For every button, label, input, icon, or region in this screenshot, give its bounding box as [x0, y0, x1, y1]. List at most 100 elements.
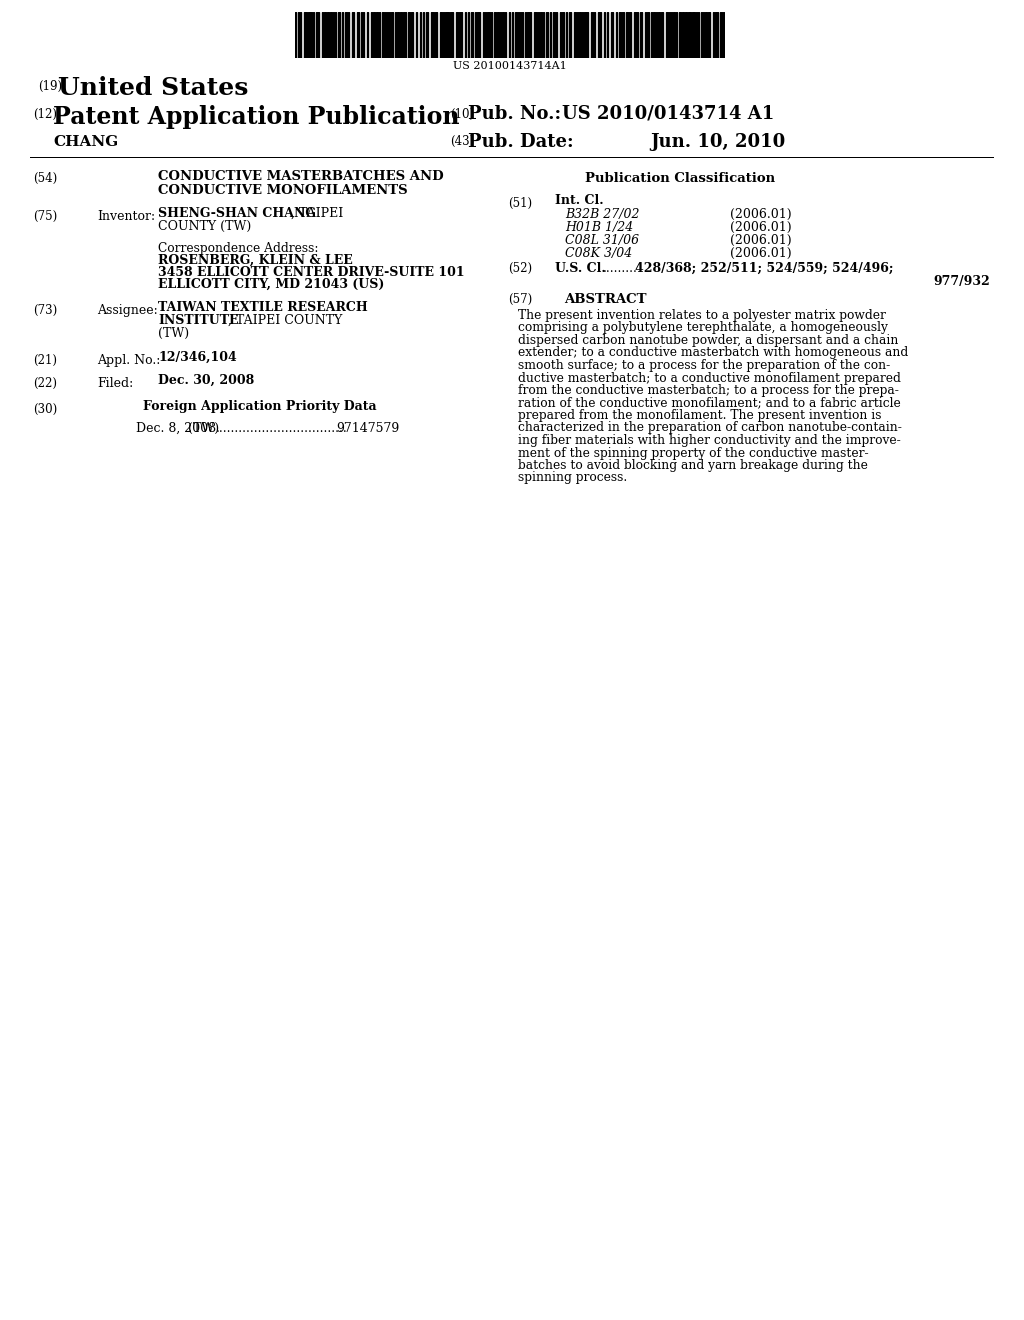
Bar	[618, 12, 621, 58]
Bar	[456, 12, 458, 58]
Bar	[440, 12, 442, 58]
Text: C08L 31/06: C08L 31/06	[565, 234, 639, 247]
Text: ing fiber materials with higher conductivity and the improve-: ing fiber materials with higher conducti…	[518, 434, 901, 447]
Text: prepared from the monofilament. The present invention is: prepared from the monofilament. The pres…	[518, 409, 882, 422]
Bar	[679, 12, 681, 58]
Text: INSTITUTE: INSTITUTE	[158, 314, 239, 327]
Text: (57): (57)	[508, 293, 532, 306]
Bar	[553, 12, 555, 58]
Bar	[715, 12, 718, 58]
Bar	[584, 12, 588, 58]
Text: (19): (19)	[38, 81, 62, 92]
Text: SHENG-SHAN CHANG: SHENG-SHAN CHANG	[158, 207, 316, 220]
Text: (2006.01): (2006.01)	[730, 247, 792, 260]
Text: 428/368; 252/511; 524/559; 524/496;: 428/368; 252/511; 524/559; 524/496;	[635, 261, 894, 275]
Text: characterized in the preparation of carbon nanotube-contain-: characterized in the preparation of carb…	[518, 421, 902, 434]
Bar	[720, 12, 722, 58]
Bar	[435, 12, 437, 58]
Bar	[515, 12, 517, 58]
Bar	[540, 12, 542, 58]
Text: (TW): (TW)	[158, 327, 189, 341]
Text: US 20100143714A1: US 20100143714A1	[454, 61, 567, 71]
Bar	[634, 12, 638, 58]
Text: (30): (30)	[33, 403, 57, 416]
Bar	[640, 12, 642, 58]
Bar	[647, 12, 649, 58]
Bar	[327, 12, 329, 58]
Text: Dec. 30, 2008: Dec. 30, 2008	[158, 374, 254, 387]
Text: , TAIPEI: , TAIPEI	[291, 207, 343, 220]
Text: spinning process.: spinning process.	[518, 471, 628, 484]
Bar	[324, 12, 326, 58]
Text: Assignee:: Assignee:	[97, 304, 158, 317]
Bar	[397, 12, 399, 58]
Text: Patent Application Publication: Patent Application Publication	[53, 106, 460, 129]
Text: 12/346,104: 12/346,104	[158, 351, 237, 364]
Text: (43): (43)	[450, 135, 474, 148]
Bar	[459, 12, 462, 58]
Text: 977/932: 977/932	[933, 275, 990, 288]
Text: ment of the spinning property of the conductive master-: ment of the spinning property of the con…	[518, 446, 868, 459]
Bar	[662, 12, 663, 58]
Text: batches to avoid blocking and yarn breakage during the: batches to avoid blocking and yarn break…	[518, 459, 868, 473]
Bar	[685, 12, 687, 58]
Text: CONDUCTIVE MASTERBATCHES AND: CONDUCTIVE MASTERBATCHES AND	[158, 170, 443, 183]
Bar	[308, 12, 312, 58]
Bar	[445, 12, 449, 58]
Text: H01B 1/24: H01B 1/24	[565, 220, 633, 234]
Text: , TAIPEI COUNTY: , TAIPEI COUNTY	[228, 314, 342, 327]
Bar	[688, 12, 691, 58]
Text: ELLICOTT CITY, MD 21043 (US): ELLICOTT CITY, MD 21043 (US)	[158, 279, 384, 290]
Bar	[692, 12, 695, 58]
Bar	[426, 12, 428, 58]
Bar	[411, 12, 413, 58]
Bar	[408, 12, 410, 58]
Bar	[598, 12, 601, 58]
Text: B32B 27/02: B32B 27/02	[565, 209, 640, 220]
Bar	[626, 12, 628, 58]
Text: ROSENBERG, KLEIN & LEE: ROSENBERG, KLEIN & LEE	[158, 253, 352, 267]
Bar	[653, 12, 655, 58]
Bar	[658, 12, 660, 58]
Text: (TW): (TW)	[188, 422, 219, 436]
Bar	[382, 12, 384, 58]
Text: U.S. Cl.: U.S. Cl.	[555, 261, 606, 275]
Bar	[391, 12, 393, 58]
Bar	[569, 12, 571, 58]
Text: Correspondence Address:: Correspondence Address:	[158, 242, 318, 255]
Bar	[708, 12, 710, 58]
Text: from the conductive masterbatch; to a process for the prepa-: from the conductive masterbatch; to a pr…	[518, 384, 899, 397]
Bar	[330, 12, 332, 58]
Bar	[304, 12, 307, 58]
Bar	[611, 12, 613, 58]
Bar	[450, 12, 453, 58]
Text: C08K 3/04: C08K 3/04	[565, 247, 632, 260]
Text: Publication Classification: Publication Classification	[585, 172, 775, 185]
Bar	[352, 12, 354, 58]
Bar	[546, 12, 548, 58]
Text: (2006.01): (2006.01)	[730, 220, 792, 234]
Bar	[673, 12, 675, 58]
Bar	[591, 12, 593, 58]
Text: 3458 ELLICOTT CENTER DRIVE-SUITE 101: 3458 ELLICOTT CENTER DRIVE-SUITE 101	[158, 267, 465, 279]
Text: 97147579: 97147579	[336, 422, 399, 436]
Text: CONDUCTIVE MONOFILAMENTS: CONDUCTIVE MONOFILAMENTS	[158, 183, 408, 197]
Bar	[338, 12, 340, 58]
Text: Foreign Application Priority Data: Foreign Application Priority Data	[143, 400, 377, 413]
Text: Pub. Date:: Pub. Date:	[468, 133, 573, 150]
Bar	[579, 12, 581, 58]
Bar	[400, 12, 402, 58]
Text: CHANG: CHANG	[53, 135, 118, 149]
Text: ..................................: ..................................	[216, 422, 348, 436]
Bar	[471, 12, 473, 58]
Bar	[345, 12, 347, 58]
Text: (21): (21)	[33, 354, 57, 367]
Text: ductive masterbatch; to a conductive monofilament prepared: ductive masterbatch; to a conductive mon…	[518, 371, 901, 384]
Bar	[497, 12, 499, 58]
Bar	[534, 12, 537, 58]
Text: United States: United States	[58, 77, 249, 100]
Text: COUNTY (TW): COUNTY (TW)	[158, 220, 251, 234]
Bar	[629, 12, 631, 58]
Bar	[373, 12, 375, 58]
Text: ABSTRACT: ABSTRACT	[564, 293, 646, 306]
